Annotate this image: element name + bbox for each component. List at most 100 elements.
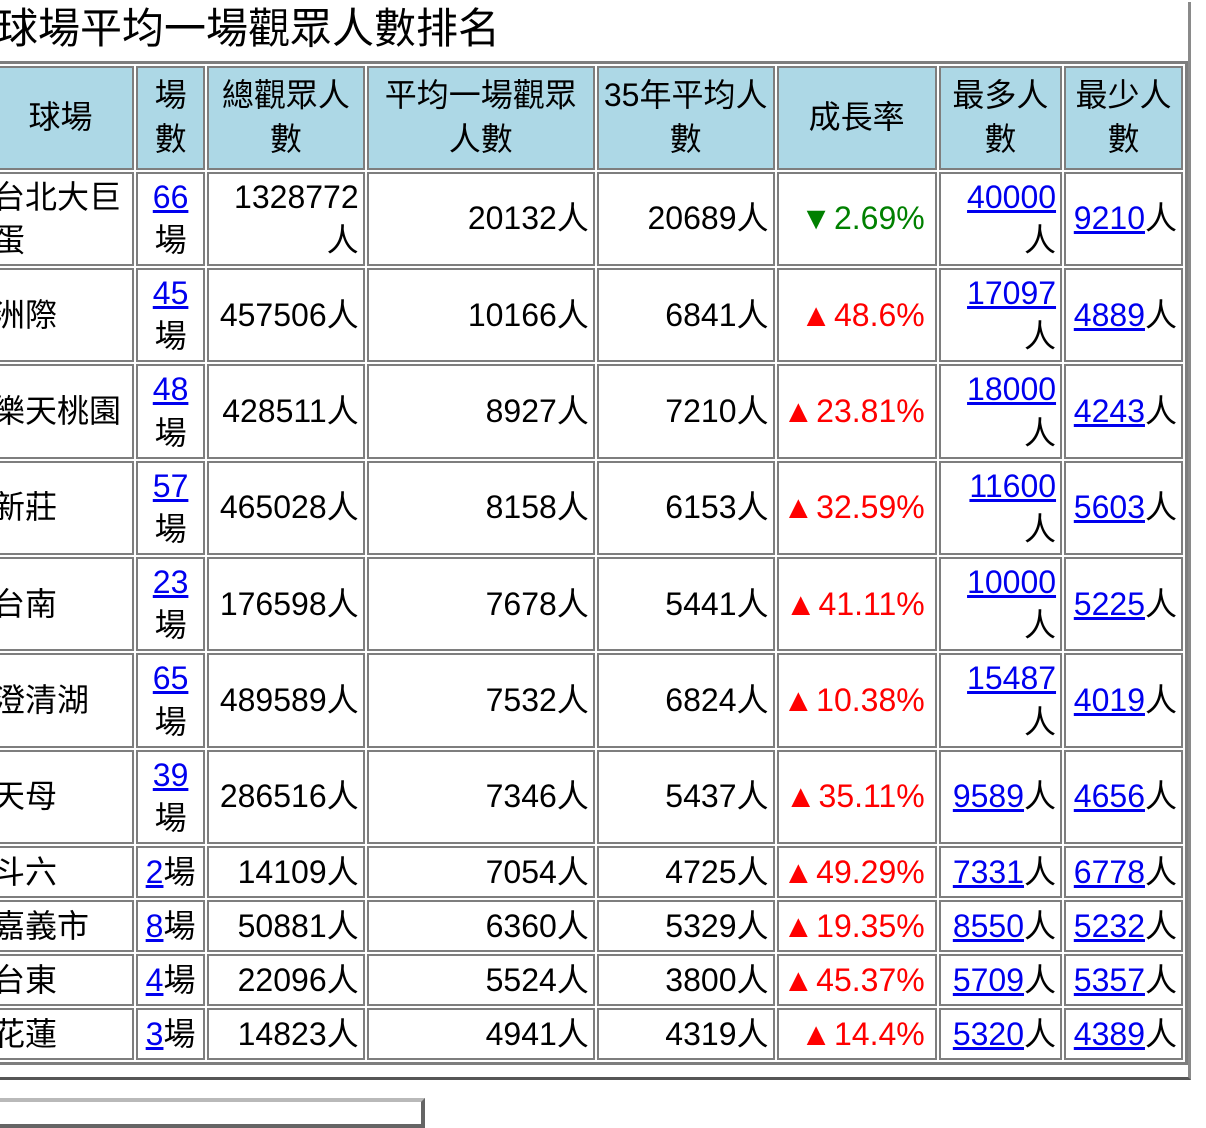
total-attendance-cell: 50881人: [207, 900, 365, 953]
min-attendance-link[interactable]: 9210: [1073, 200, 1145, 237]
growth-value: 23.81%: [816, 392, 925, 429]
max-attendance-link[interactable]: 15487: [967, 660, 1057, 697]
total-attendance-cell: 1328772人: [207, 171, 365, 266]
games-cell: 2場: [135, 846, 206, 899]
stadium-name-cell: 樂天桃園: [0, 364, 134, 459]
games-count-link[interactable]: 48: [152, 371, 189, 408]
min-attendance-link[interactable]: 4019: [1073, 682, 1145, 719]
min-attendance-link[interactable]: 4389: [1073, 1015, 1145, 1052]
min-attendance-cell: 4019人: [1064, 653, 1183, 748]
average-attendance-cell: 20132人: [366, 171, 595, 266]
table-row: 洲際 45 場 457506人 10166人 6841人 ▲48.6% 17097…: [0, 267, 1183, 363]
total-attendance-cell: 22096人: [207, 954, 365, 1007]
min-attendance-link[interactable]: 4656: [1073, 778, 1145, 815]
min-unit: 人: [1144, 392, 1177, 429]
min-attendance-link[interactable]: 5225: [1073, 585, 1145, 622]
games-count-link[interactable]: 3: [145, 1015, 164, 1052]
min-attendance-link[interactable]: 4243: [1073, 392, 1145, 429]
max-attendance-link[interactable]: 40000: [967, 178, 1057, 215]
table-row: 台東 4場 22096人 5524人 3800人 ▲45.37% 5709人 5…: [0, 954, 1183, 1007]
growth-rate-cell: ▲32.59%: [776, 460, 937, 556]
total-attendance-cell: 14109人: [207, 846, 365, 899]
stadium-name-cell: 新莊: [0, 460, 134, 556]
col-header-stadium: 球場: [0, 65, 134, 170]
games-count-link[interactable]: 2: [145, 853, 164, 890]
max-attendance-link[interactable]: 5320: [952, 1015, 1025, 1052]
trend-arrow-icon: ▲: [782, 392, 815, 429]
total-attendance-cell: 14823人: [207, 1008, 365, 1061]
max-attendance-cell: 8550人: [938, 900, 1063, 953]
min-unit: 人: [1144, 907, 1177, 944]
table-row: 新莊 57 場 465028人 8158人 6153人 ▲32.59% 11600…: [0, 460, 1183, 556]
35yr-average-cell: 6153人: [596, 460, 775, 556]
35yr-average-cell: 6841人: [596, 267, 775, 363]
growth-value: 14.4%: [833, 1015, 925, 1052]
games-count-link[interactable]: 45: [152, 274, 189, 311]
trend-arrow-icon: ▲: [800, 296, 832, 333]
games-cell: 39 場: [135, 749, 206, 845]
35yr-average-cell: 5329人: [596, 900, 775, 953]
max-attendance-link[interactable]: 8550: [952, 907, 1025, 944]
games-unit: 場: [163, 853, 196, 890]
growth-value: 35.11%: [818, 778, 925, 815]
min-attendance-link[interactable]: 6778: [1073, 853, 1145, 890]
min-attendance-link[interactable]: 4889: [1073, 296, 1145, 333]
stadium-name-cell: 天母: [0, 749, 134, 845]
table-row: 花蓮 3場 14823人 4941人 4319人 ▲14.4% 5320人 43…: [0, 1008, 1183, 1061]
total-attendance-cell: 489589人: [207, 653, 365, 748]
stadium-name-cell: 花蓮: [0, 1008, 134, 1061]
max-attendance-cell: 5709人: [938, 954, 1063, 1007]
games-cell: 4場: [135, 954, 206, 1007]
max-attendance-cell: 11600 人: [938, 460, 1063, 556]
games-unit: 場: [163, 961, 196, 998]
games-count-link[interactable]: 57: [152, 467, 189, 504]
min-attendance-link[interactable]: 5232: [1073, 907, 1145, 944]
growth-rate-cell: ▲49.29%: [776, 846, 937, 899]
35yr-average-cell: 4319人: [596, 1008, 775, 1061]
trend-arrow-icon: ▲: [782, 853, 815, 890]
growth-rate-cell: ▲19.35%: [776, 900, 937, 953]
trend-arrow-icon: ▲: [784, 778, 817, 815]
max-unit: 人: [1024, 510, 1057, 547]
max-attendance-cell: 15487 人: [938, 653, 1063, 748]
stadium-name-cell: 澄清湖: [0, 653, 134, 748]
growth-rate-cell: ▲45.37%: [776, 954, 937, 1007]
games-count-link[interactable]: 8: [145, 907, 164, 944]
max-attendance-link[interactable]: 5709: [952, 961, 1025, 998]
content-frame: 球場平均一場觀眾人數排名 球場 場數 總觀眾人數 平均一場觀眾人數 35年平均人…: [0, 2, 1191, 1081]
min-attendance-link[interactable]: 5357: [1073, 961, 1145, 998]
average-attendance-cell: 5524人: [366, 954, 595, 1007]
min-unit: 人: [1144, 853, 1177, 890]
games-count-link[interactable]: 66: [152, 178, 189, 215]
min-unit: 人: [1144, 1015, 1177, 1052]
min-attendance-cell: 5225人: [1064, 557, 1183, 652]
games-count-link[interactable]: 23: [152, 564, 189, 601]
games-count-link[interactable]: 65: [152, 660, 189, 697]
35yr-average-cell: 5437人: [596, 749, 775, 845]
min-attendance-cell: 9210人: [1064, 171, 1183, 266]
max-attendance-link[interactable]: 18000: [967, 371, 1057, 408]
35yr-average-cell: 6824人: [596, 653, 775, 748]
col-header-min: 最少人數: [1064, 65, 1183, 170]
growth-rate-cell: ▲41.11%: [776, 557, 937, 652]
max-attendance-link[interactable]: 9589: [952, 778, 1025, 815]
max-attendance-link[interactable]: 7331: [952, 853, 1025, 890]
min-attendance-cell: 5603人: [1064, 460, 1183, 556]
max-attendance-link[interactable]: 17097: [967, 274, 1057, 311]
min-attendance-cell: 4889人: [1064, 267, 1183, 363]
max-attendance-link[interactable]: 10000: [967, 564, 1057, 601]
min-attendance-link[interactable]: 5603: [1073, 489, 1145, 526]
games-cell: 65 場: [135, 653, 206, 748]
min-attendance-cell: 6778人: [1064, 846, 1183, 899]
stadium-name-cell: 洲際: [0, 267, 134, 363]
games-cell: 3場: [135, 1008, 206, 1061]
average-attendance-cell: 8927人: [366, 364, 595, 459]
average-attendance-cell: 7346人: [366, 749, 595, 845]
max-attendance-link[interactable]: 11600: [969, 467, 1057, 504]
games-count-link[interactable]: 4: [145, 961, 164, 998]
average-attendance-cell: 10166人: [366, 267, 595, 363]
growth-rate-cell: ▲23.81%: [776, 364, 937, 459]
max-attendance-cell: 40000 人: [938, 171, 1063, 266]
games-count-link[interactable]: 39: [152, 756, 189, 793]
